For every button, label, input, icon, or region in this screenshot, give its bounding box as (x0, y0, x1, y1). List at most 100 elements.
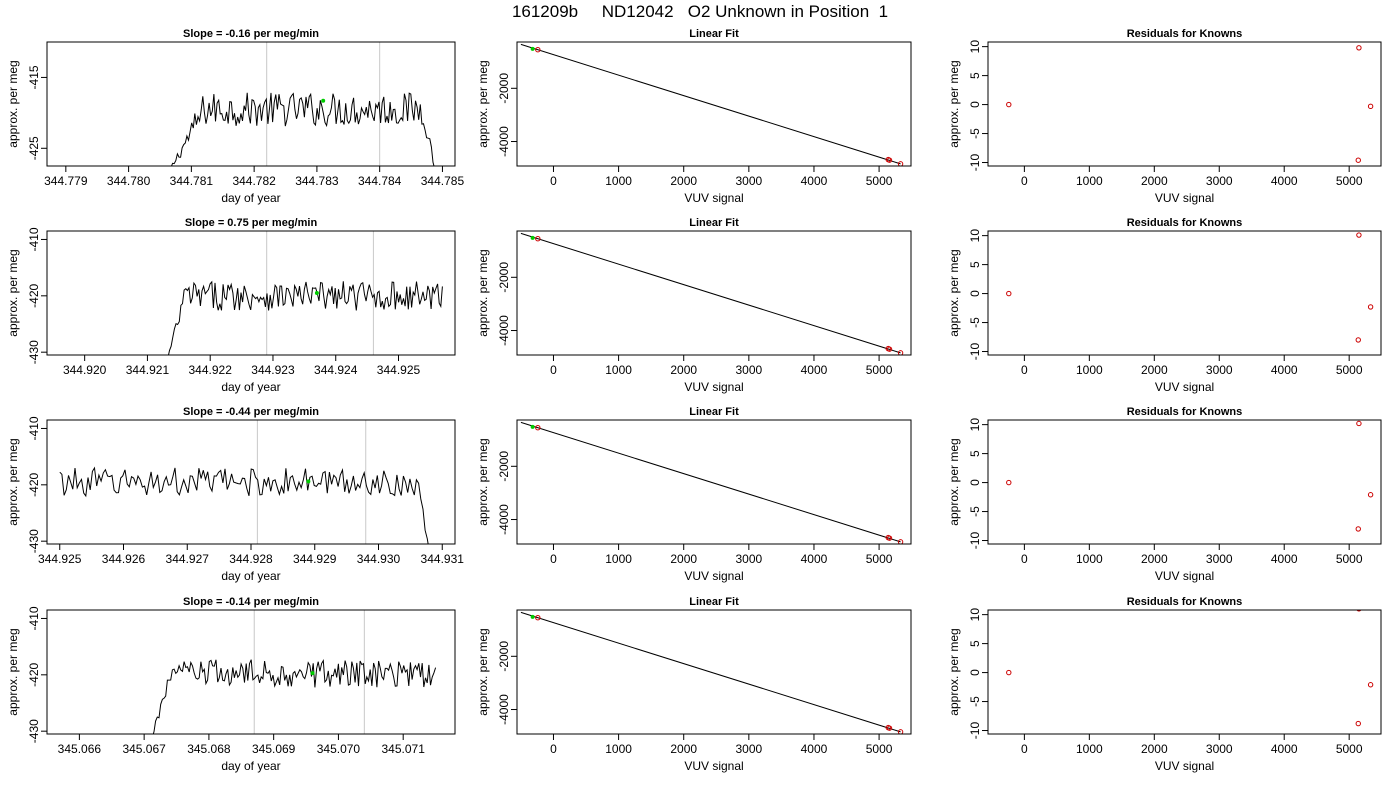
data-trace (59, 466, 429, 544)
data-point (535, 425, 541, 431)
y-tick-label: 0 (968, 669, 982, 676)
highlight-point (530, 424, 535, 429)
y-tick-label: 0 (968, 101, 982, 108)
y-tick-label: -410 (27, 606, 41, 630)
highlight-point (314, 291, 319, 295)
x-tick-label: 344.781 (170, 174, 214, 188)
data-point (886, 535, 893, 541)
panel-title: Slope = -0.14 per meg/min (183, 596, 319, 608)
x-tick-label: 2000 (1141, 363, 1168, 377)
data-point (1006, 669, 1012, 676)
x-tick-label: 1000 (605, 742, 632, 756)
y-tick-label: -10 (968, 532, 982, 550)
y-tick-label: -420 (27, 283, 41, 307)
x-axis-label: day of year (221, 569, 280, 583)
data-point (897, 729, 904, 734)
panel-title: Linear Fit (689, 406, 739, 418)
highlight-point (530, 614, 535, 619)
x-tick-label: 0 (1021, 552, 1028, 566)
x-axis-label: VUV signal (684, 380, 743, 394)
x-tick-label: 345.068 (187, 742, 231, 756)
x-tick-label: 2000 (1141, 174, 1168, 188)
fit-line (520, 232, 901, 354)
data-point (1355, 526, 1361, 532)
x-tick-label: 5000 (866, 742, 893, 756)
y-tick-label: -4000 (497, 315, 511, 346)
x-tick-label: 344.785 (421, 174, 465, 188)
plot-frame (516, 419, 912, 545)
x-tick-label: 3000 (1206, 174, 1233, 188)
x-tick-label: 3000 (735, 174, 762, 188)
y-axis-label: approx. per meg (947, 628, 961, 715)
fit-line (520, 43, 901, 165)
fit-line (520, 421, 901, 543)
y-tick-label: -10 (968, 154, 982, 172)
x-tick-label: 2000 (1141, 552, 1168, 566)
x-tick-label: 2000 (1141, 742, 1168, 756)
x-tick-label: 345.067 (122, 742, 166, 756)
x-tick-label: 4000 (1271, 552, 1298, 566)
y-tick-label: 5 (968, 640, 982, 647)
panel-title: Slope = 0.75 per meg/min (185, 217, 318, 229)
x-tick-label: 344.783 (295, 174, 339, 188)
x-tick-label: 1000 (605, 174, 632, 188)
x-tick-label: 4000 (1271, 363, 1298, 377)
y-tick-label: -430 (27, 719, 41, 743)
data-point (897, 161, 904, 166)
y-axis-label: approx. per meg (947, 438, 961, 525)
plot-frame (46, 41, 456, 167)
y-tick-label: 5 (968, 261, 982, 268)
y-axis-label: approx. per meg (947, 249, 961, 336)
x-axis-label: day of year (221, 380, 280, 394)
x-tick-label: 1000 (1076, 552, 1103, 566)
y-tick-label: -10 (968, 722, 982, 740)
data-trace (170, 92, 435, 166)
x-tick-label: 0 (1021, 742, 1028, 756)
data-point (1006, 290, 1012, 297)
y-tick-label: -410 (27, 416, 41, 440)
highlight-point (530, 235, 535, 240)
x-tick-label: 5000 (1336, 552, 1363, 566)
panel-title: Residuals for Knowns (1127, 596, 1243, 608)
data-point (1356, 420, 1362, 427)
x-tick-label: 344.779 (44, 174, 88, 188)
x-tick-label: 4000 (801, 742, 828, 756)
panel-title: Slope = -0.44 per meg/min (183, 406, 319, 418)
panel-title: Residuals for Knowns (1127, 217, 1243, 229)
y-tick-label: -5 (968, 317, 982, 328)
data-point (1006, 101, 1012, 108)
y-tick-label: -2000 (497, 451, 511, 482)
data-point (897, 539, 904, 544)
plot-frame (987, 230, 1382, 356)
plot-frame (46, 609, 456, 735)
plot-frame (987, 419, 1382, 545)
x-tick-label: 0 (1021, 174, 1028, 188)
data-point (535, 615, 541, 621)
x-tick-label: 0 (550, 363, 557, 377)
x-tick-label: 4000 (801, 363, 828, 377)
data-point (1355, 337, 1361, 343)
x-tick-label: 345.066 (58, 742, 102, 756)
data-point (535, 236, 541, 242)
y-tick-label: -420 (27, 472, 41, 496)
x-tick-label: 344.925 (377, 363, 421, 377)
x-axis-label: VUV signal (684, 759, 743, 773)
panel-title: Slope = -0.16 per meg/min (183, 28, 319, 40)
x-axis-label: VUV signal (1155, 569, 1214, 583)
x-tick-label: 2000 (670, 742, 697, 756)
data-point (1006, 479, 1012, 486)
x-tick-label: 344.928 (229, 552, 273, 566)
x-tick-label: 344.782 (232, 174, 276, 188)
x-tick-label: 1000 (1076, 742, 1103, 756)
data-point (1356, 45, 1362, 51)
x-tick-label: 1000 (605, 363, 632, 377)
x-tick-label: 344.927 (166, 552, 210, 566)
x-tick-label: 1000 (1076, 363, 1103, 377)
y-tick-label: 5 (968, 450, 982, 457)
y-axis-label: approx. per meg (947, 60, 961, 147)
y-tick-label: -4000 (497, 504, 511, 535)
x-axis-label: VUV signal (684, 569, 743, 583)
x-tick-label: 344.929 (293, 552, 337, 566)
data-point (1367, 682, 1374, 688)
x-tick-label: 3000 (1206, 363, 1233, 377)
